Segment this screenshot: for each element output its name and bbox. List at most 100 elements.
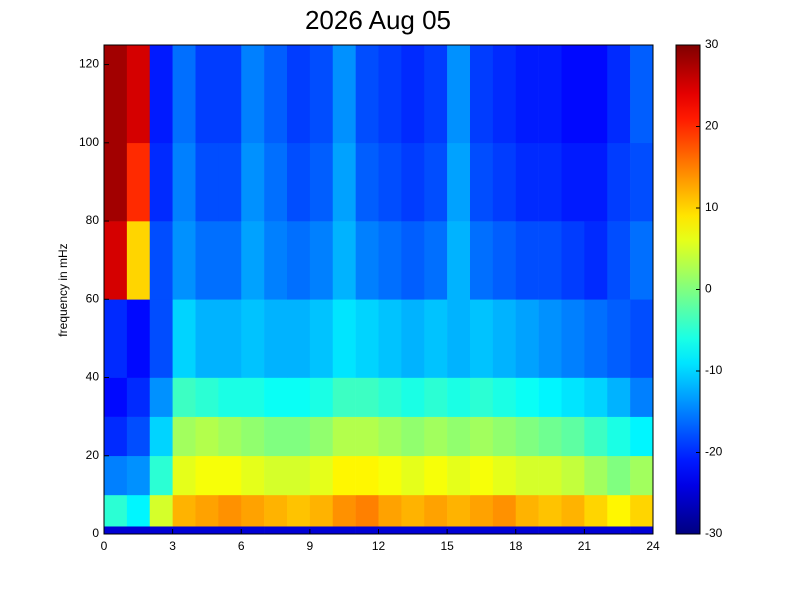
cell <box>264 494 288 527</box>
cell <box>126 377 151 417</box>
cell <box>630 377 654 417</box>
cell <box>630 494 654 527</box>
cell <box>218 416 242 457</box>
cell <box>378 377 402 417</box>
cell <box>607 45 631 144</box>
cell <box>401 299 425 378</box>
cell <box>584 221 608 300</box>
cell <box>630 221 654 300</box>
cell <box>264 45 288 144</box>
cell <box>401 416 425 457</box>
cell <box>607 526 631 535</box>
cell <box>149 377 173 417</box>
cell <box>630 299 654 378</box>
cell <box>424 455 448 496</box>
cell <box>149 416 173 457</box>
cell <box>607 416 631 457</box>
cell <box>515 377 539 417</box>
x-tick-label: 12 <box>372 539 386 553</box>
cell <box>401 221 425 300</box>
cell <box>332 416 356 457</box>
cell <box>309 455 334 496</box>
cell <box>378 526 402 535</box>
cell <box>264 142 288 222</box>
cell <box>424 416 448 457</box>
cell <box>332 45 356 144</box>
cell <box>309 221 334 300</box>
cell <box>447 416 471 457</box>
cell <box>241 455 265 496</box>
cell <box>492 221 517 300</box>
cell <box>538 416 562 457</box>
cell <box>424 299 448 378</box>
cell <box>172 45 196 144</box>
cell <box>218 299 242 378</box>
cell <box>561 221 585 300</box>
cell <box>538 494 562 527</box>
cell <box>447 377 471 417</box>
cell <box>172 526 196 535</box>
cell <box>241 299 265 378</box>
cell <box>470 416 494 457</box>
cell <box>447 142 471 222</box>
cell <box>149 455 173 496</box>
cell <box>378 455 402 496</box>
cell <box>332 299 356 378</box>
cell <box>332 142 356 222</box>
x-tick-label: 0 <box>101 539 108 553</box>
x-tick-label: 6 <box>238 539 245 553</box>
cell <box>607 142 631 222</box>
cell <box>424 45 448 144</box>
cell <box>309 526 334 535</box>
cell <box>172 455 196 496</box>
cell <box>584 45 608 144</box>
cell <box>218 494 242 527</box>
cell <box>470 455 494 496</box>
y-axis-label: frequency in mHz <box>56 243 70 336</box>
cell <box>401 455 425 496</box>
cell <box>401 526 425 535</box>
cell <box>378 299 402 378</box>
cell <box>241 526 265 535</box>
x-tick-label: 3 <box>169 539 176 553</box>
cell <box>561 377 585 417</box>
cell <box>264 377 288 417</box>
cell <box>492 526 517 535</box>
cell <box>447 494 471 527</box>
cell <box>172 299 196 378</box>
cell <box>355 494 379 527</box>
cell <box>149 45 173 144</box>
cell <box>584 377 608 417</box>
y-tick-label: 40 <box>86 370 100 384</box>
x-tick-label: 15 <box>440 539 454 553</box>
cell <box>309 416 334 457</box>
cell <box>172 142 196 222</box>
x-tick-label: 9 <box>307 539 314 553</box>
colorbar-tick-label: 0 <box>705 282 712 296</box>
cell <box>607 377 631 417</box>
cell <box>104 377 128 417</box>
cell <box>287 416 311 457</box>
cell <box>584 299 608 378</box>
colorbar-tick-label: -10 <box>705 363 723 377</box>
cell <box>424 221 448 300</box>
cell <box>561 299 585 378</box>
cell <box>355 377 379 417</box>
cell <box>561 416 585 457</box>
cell <box>538 377 562 417</box>
cell <box>630 526 654 535</box>
cell <box>630 455 654 496</box>
cell <box>447 455 471 496</box>
cell <box>355 45 379 144</box>
cell <box>515 416 539 457</box>
cell <box>561 45 585 144</box>
cell <box>287 45 311 144</box>
cell <box>126 455 151 496</box>
cell <box>241 221 265 300</box>
cell <box>104 142 128 222</box>
cell <box>561 494 585 527</box>
x-tick-label: 24 <box>646 539 660 553</box>
cell <box>287 494 311 527</box>
cell <box>515 221 539 300</box>
